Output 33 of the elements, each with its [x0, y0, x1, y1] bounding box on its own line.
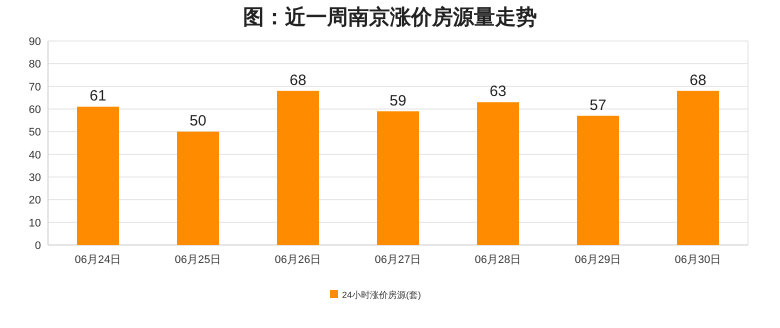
data-label: 50: [190, 112, 206, 130]
y-tick-label: 80: [28, 58, 41, 71]
bar: [77, 106, 119, 245]
bar: [577, 116, 619, 245]
y-tick-label: 10: [28, 217, 41, 230]
data-label: 59: [390, 92, 406, 110]
x-tick-label: 06月28日: [474, 254, 522, 266]
x-tick-label: 06月30日: [674, 254, 722, 266]
y-tick-label: 60: [28, 104, 41, 116]
x-tick-label: 06月25日: [174, 254, 222, 266]
data-label: 63: [490, 83, 506, 100]
bar: [677, 90, 719, 245]
y-tick-label: 30: [28, 172, 41, 184]
data-label: 57: [590, 96, 606, 114]
data-label: 68: [690, 72, 706, 89]
y-tick-label: 0: [34, 240, 41, 252]
bar: [277, 90, 319, 245]
x-tick-label: 06月26日: [274, 254, 322, 266]
bar: [377, 111, 419, 245]
x-tick-label: 06月24日: [74, 254, 122, 266]
data-label: 61: [90, 88, 106, 105]
data-label: 68: [290, 72, 306, 89]
bar: [477, 102, 519, 245]
y-tick-label: 40: [28, 149, 41, 162]
x-tick-label: 06月29日: [574, 254, 622, 266]
bar: [177, 132, 219, 245]
y-tick-label: 50: [28, 126, 41, 139]
y-tick-label: 70: [28, 81, 41, 94]
y-tick-label: 20: [28, 194, 41, 207]
chart-title: 图：近一周南京涨价房源量走势: [243, 5, 537, 29]
x-tick-label: 06月27日: [374, 254, 422, 266]
legend-label: 24小时涨价房源(套): [342, 290, 422, 300]
y-tick-label: 90: [28, 36, 41, 48]
